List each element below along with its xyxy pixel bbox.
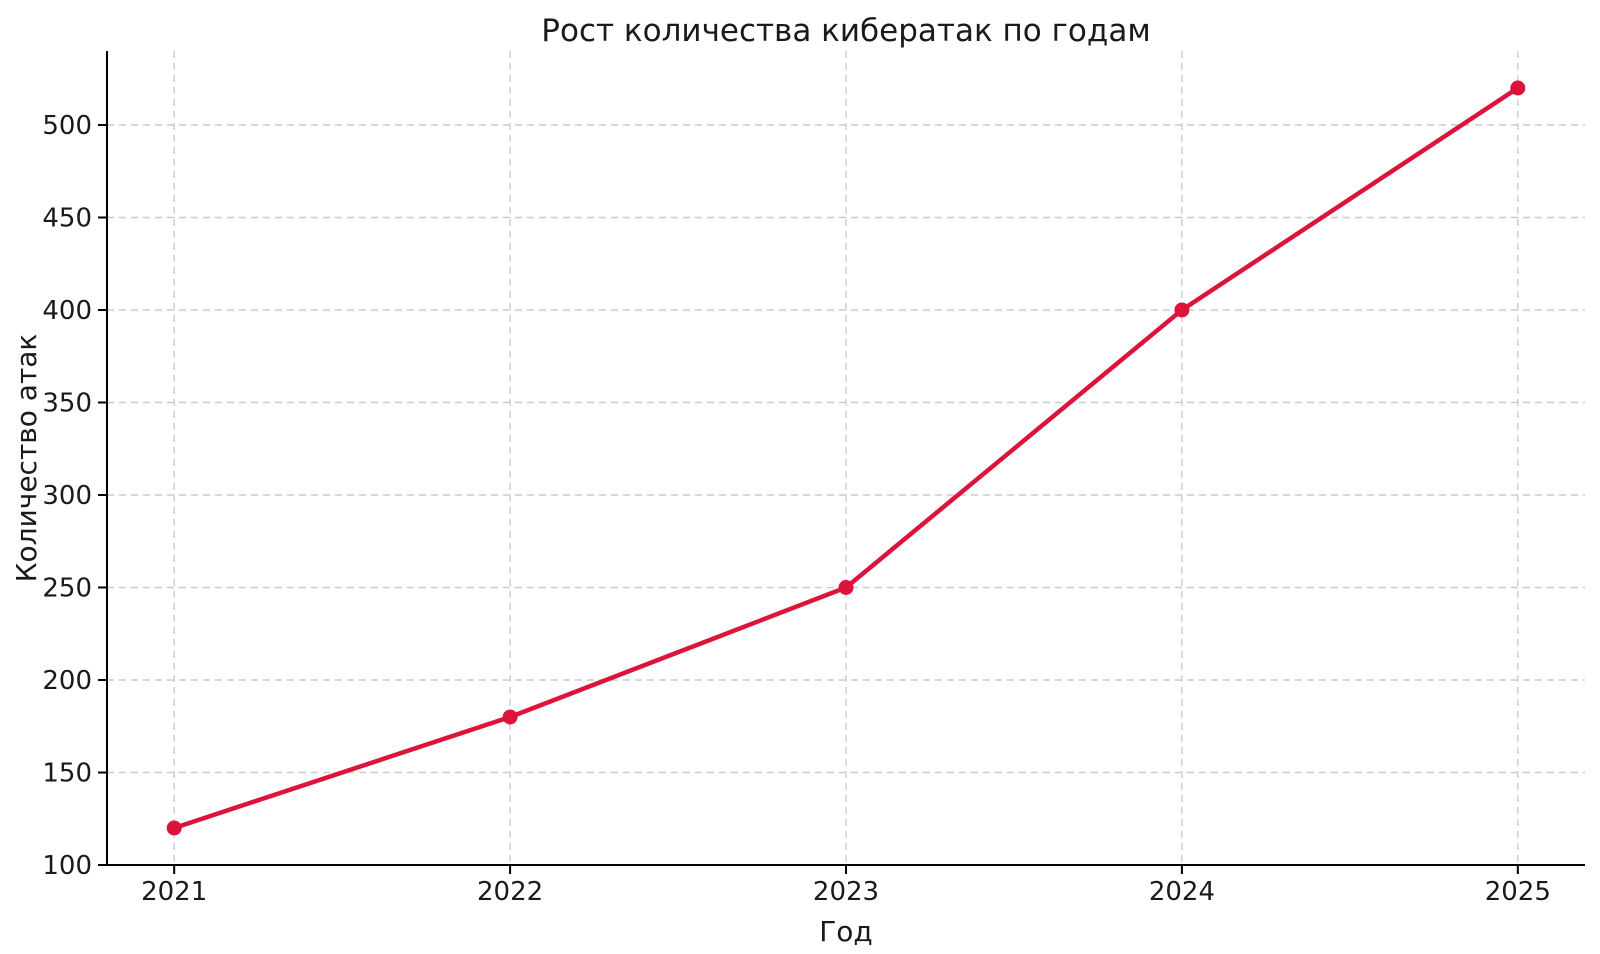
x-tick-label: 2022 xyxy=(477,877,543,907)
y-tick-label: 400 xyxy=(42,296,92,326)
data-point xyxy=(1174,302,1190,318)
x-tick-label: 2024 xyxy=(1149,877,1215,907)
chart-title: Рост количества кибератак по годам xyxy=(541,13,1150,49)
y-tick-label: 200 xyxy=(42,666,92,696)
y-tick-label: 350 xyxy=(42,389,92,419)
y-tick-label: 150 xyxy=(42,759,92,789)
y-tick-label: 500 xyxy=(42,111,92,141)
y-tick-label: 250 xyxy=(42,574,92,604)
x-axis-label: Год xyxy=(819,915,873,948)
y-tick-label: 100 xyxy=(42,851,92,881)
data-point xyxy=(166,820,182,836)
data-point xyxy=(838,580,854,595)
plot-area: 100 150 200 250 300 350 400 450 500 2021 2022 2023 2… xyxy=(42,51,1585,907)
x-tick-label: 2021 xyxy=(141,877,207,907)
y-tick-label: 450 xyxy=(42,204,92,234)
data-point xyxy=(1510,80,1526,96)
data-point xyxy=(502,709,518,725)
x-tick-label: 2025 xyxy=(1485,877,1551,907)
y-tick-label: 300 xyxy=(42,481,92,511)
y-axis-label: Количество атак xyxy=(10,334,43,583)
x-tick-label: 2023 xyxy=(813,877,879,907)
